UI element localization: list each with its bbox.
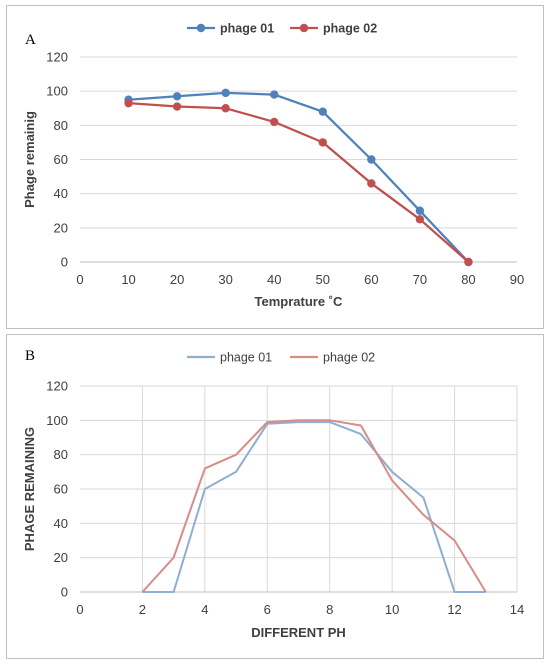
y-tick-label: 80: [54, 447, 68, 462]
data-point-series-2: [464, 257, 473, 267]
x-tick-label: 10: [121, 272, 135, 287]
y-tick-label: 0: [61, 585, 68, 600]
x-tick-label: 12: [447, 602, 461, 617]
x-axis-title: DIFFERENT PH: [251, 625, 346, 640]
x-tick-label: 80: [461, 272, 475, 287]
y-tick-label: 20: [54, 550, 68, 565]
x-tick-label: 10: [385, 602, 399, 617]
legend-label-2: phage 02: [323, 22, 377, 36]
data-point-series-2: [172, 102, 182, 111]
data-point-series-1: [270, 90, 279, 99]
data-point-series-1: [172, 92, 182, 101]
y-axis-title: Phage remainig: [22, 111, 37, 208]
y-tick-label: 60: [54, 482, 68, 497]
data-point-series-2: [367, 179, 376, 188]
data-point-series-2: [221, 104, 230, 113]
y-tick-label: 120: [46, 50, 68, 65]
series-line-2: [141, 419, 487, 593]
y-tick-label: 20: [54, 220, 68, 235]
x-tick-label: 90: [510, 272, 524, 287]
data-point-series-2: [124, 98, 133, 108]
chart-panel-b: B 0 20 40 60 80 100 120 0 2 4 6 8 10 12 14 PHAGE REMAINI…: [6, 334, 544, 659]
series-line-1: [142, 421, 486, 593]
series-line-2: [128, 101, 470, 263]
x-tick-label: 6: [264, 602, 271, 617]
y-tick-label: 80: [54, 118, 68, 133]
series-line-1: [128, 91, 470, 263]
legend-label-2: phage 02: [323, 351, 375, 365]
x-tick-label: 40: [267, 272, 281, 287]
x-tick-label: 30: [218, 272, 232, 287]
legend-label-1: phage 01: [220, 22, 274, 36]
x-tick-label: 0: [76, 272, 83, 287]
data-point-series-1: [367, 155, 376, 164]
data-point-series-1: [318, 107, 327, 116]
y-tick-label: 100: [46, 413, 68, 428]
legend-label-1: phage 01: [220, 351, 272, 365]
x-tick-label: 8: [326, 602, 333, 617]
y-tick-label: 120: [46, 379, 68, 394]
panel-label: B: [25, 348, 35, 364]
x-tick-label: 60: [364, 272, 378, 287]
y-tick-label: 60: [54, 152, 68, 167]
y-tick-label: 40: [54, 186, 68, 201]
chart-panel-a: A 0 20 40 60 80 100 120 0 10 20 30 40 50 60 70 80 90 Phage…: [6, 5, 544, 329]
y-axis-title: PHAGE REMAINING: [22, 427, 37, 551]
data-point-series-2: [318, 138, 327, 147]
data-point-series-2: [270, 117, 279, 127]
data-point-series-1: [221, 88, 230, 98]
data-point-series-2: [415, 215, 425, 224]
x-tick-label: 0: [76, 602, 83, 617]
x-tick-label: 50: [316, 272, 330, 287]
data-point-series-1: [415, 206, 425, 215]
panel-label: A: [25, 32, 36, 48]
x-tick-label: 4: [201, 602, 208, 617]
y-tick-label: 40: [54, 516, 68, 531]
chart-a-svg: A 0 20 40 60 80 100 120 0 10 20 30 40 50 60 70 80 90 Phage…: [22, 22, 524, 310]
y-tick-label: 0: [61, 255, 68, 270]
legend-marker-2: [299, 23, 309, 33]
x-tick-label: 14: [510, 602, 524, 617]
x-tick-label: 2: [139, 602, 146, 617]
x-axis-title: Temprature ˚C: [255, 294, 343, 309]
legend-marker-1: [196, 23, 206, 33]
chart-b-svg: B 0 20 40 60 80 100 120 0 2 4 6 8 10 12 14 PHAGE REMAINI…: [22, 348, 524, 640]
x-tick-label: 70: [413, 272, 427, 287]
x-tick-label: 20: [170, 272, 184, 287]
y-tick-label: 100: [46, 84, 68, 99]
